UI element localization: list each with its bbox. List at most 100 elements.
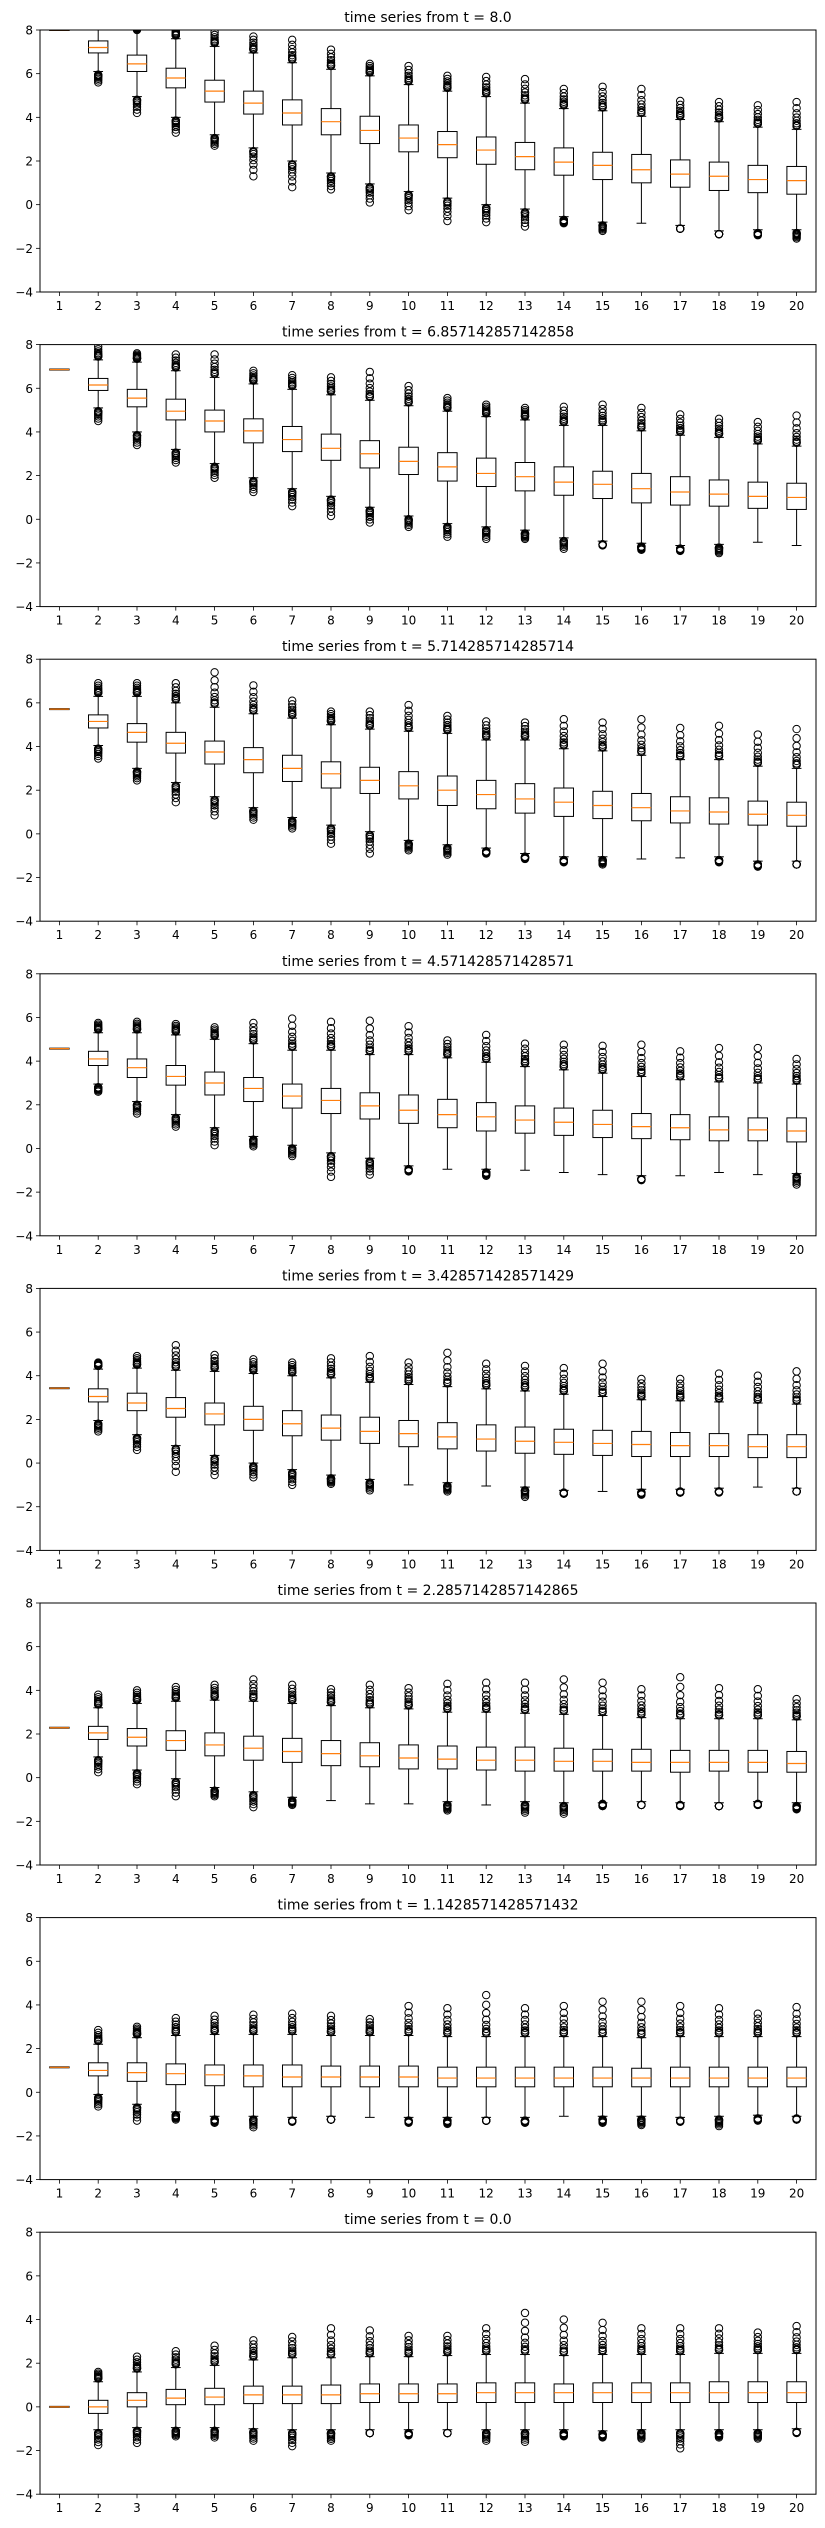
x-tick-label: 11 <box>440 1557 455 1571</box>
flier-high <box>598 408 607 418</box>
flier-high <box>714 2015 724 2025</box>
flier-high <box>326 1688 336 1697</box>
flier-low <box>326 829 336 839</box>
flier-low <box>792 860 801 869</box>
flier-high <box>637 746 646 755</box>
flier-high <box>482 2334 491 2344</box>
flier-low <box>520 218 530 228</box>
flier-low <box>520 1808 530 1817</box>
x-tick-label: 3 <box>133 614 141 628</box>
x-tick-label: 13 <box>517 1557 532 1571</box>
flier-high <box>365 1030 374 1040</box>
flier-high <box>404 721 413 730</box>
y-tick-label: 8 <box>25 24 33 38</box>
x-tick-label: 16 <box>634 928 649 942</box>
x-tick-label: 17 <box>673 1872 688 1886</box>
flier-high <box>288 53 297 62</box>
flier-high <box>792 1699 801 1708</box>
flier-low <box>288 177 297 186</box>
flier-high <box>520 1048 530 1058</box>
subplot-title: time series from t = 5.714285714285714 <box>282 639 574 655</box>
flier-low <box>132 2116 142 2125</box>
flier-high <box>792 759 801 768</box>
flier-high <box>288 1360 297 1370</box>
flier-high <box>676 2324 685 2333</box>
box <box>631 153 652 184</box>
flier-low <box>132 436 142 445</box>
flier-high <box>365 2332 374 2341</box>
flier-high <box>94 1693 103 1702</box>
y-tick-label: −2 <box>15 556 33 570</box>
flier-high <box>637 740 646 750</box>
flier-high <box>598 2318 607 2328</box>
flier-high <box>171 679 181 688</box>
box <box>514 1426 536 1454</box>
flier-high <box>443 1679 452 1688</box>
flier-high <box>404 386 413 395</box>
flier-high <box>676 1379 685 1388</box>
flier-high <box>288 700 297 709</box>
flier-high <box>637 1053 646 1063</box>
flier-high <box>714 1058 724 1067</box>
flier-high <box>714 414 724 424</box>
flier-high <box>637 730 646 739</box>
flier-high <box>326 1693 336 1702</box>
x-tick-label: 16 <box>634 1872 649 1886</box>
flier-low <box>288 1475 297 1484</box>
box <box>165 398 187 421</box>
x-tick-label: 13 <box>517 928 532 942</box>
flier-high <box>94 2028 103 2038</box>
flier-high <box>714 418 724 427</box>
box <box>320 433 342 461</box>
x-tick-label: 5 <box>211 2501 219 2515</box>
flier-low <box>288 498 297 507</box>
flier-high <box>598 1997 607 2006</box>
flier-low <box>132 438 142 447</box>
flier-low <box>288 172 297 181</box>
x-tick-label: 13 <box>517 2501 532 2515</box>
y-tick-label: −2 <box>15 871 33 885</box>
flier-high <box>676 2014 685 2024</box>
flier-high <box>132 1688 142 1698</box>
flier-high <box>482 2344 491 2353</box>
flier-high <box>520 2308 530 2318</box>
flier-high <box>559 2019 568 2028</box>
flier-high <box>171 2022 181 2032</box>
flier-low <box>365 1162 374 1171</box>
flier-high <box>559 2323 568 2333</box>
flier-high <box>249 1023 258 1032</box>
y-tick-label: 2 <box>25 155 33 169</box>
flier-high <box>598 718 607 727</box>
flier-high <box>714 741 724 750</box>
flier-low <box>598 541 607 550</box>
flier-high <box>210 2341 219 2350</box>
x-tick-label: 11 <box>440 928 455 942</box>
flier-high <box>365 1372 374 1381</box>
flier-high <box>559 2025 568 2035</box>
flier-high <box>598 2017 607 2027</box>
x-tick-label: 5 <box>211 1557 219 1571</box>
flier-low <box>171 1456 181 1466</box>
flier-high <box>520 1054 530 1064</box>
flier-high <box>365 59 374 69</box>
flier-low <box>171 2115 181 2124</box>
flier-high <box>637 1040 646 1049</box>
flier-high <box>792 1395 801 1404</box>
x-tick-label: 18 <box>711 1557 726 1571</box>
flier-high <box>714 102 724 111</box>
flier-high <box>559 412 568 421</box>
axes-frame <box>39 29 817 293</box>
flier-high <box>326 2011 336 2021</box>
flier-high <box>404 65 413 75</box>
flier-high <box>365 1689 374 1699</box>
x-tick-label: 13 <box>517 1243 532 1257</box>
flier-high <box>482 2329 491 2339</box>
flier-low <box>249 482 258 492</box>
flier-low <box>288 1477 297 1487</box>
flier-low <box>132 1445 142 1455</box>
y-tick-label: −4 <box>15 600 33 614</box>
flier-high <box>326 2324 336 2333</box>
x-tick-label: 15 <box>595 2187 610 2201</box>
flier-high <box>676 421 685 430</box>
y-tick-label: 0 <box>25 1771 33 1785</box>
